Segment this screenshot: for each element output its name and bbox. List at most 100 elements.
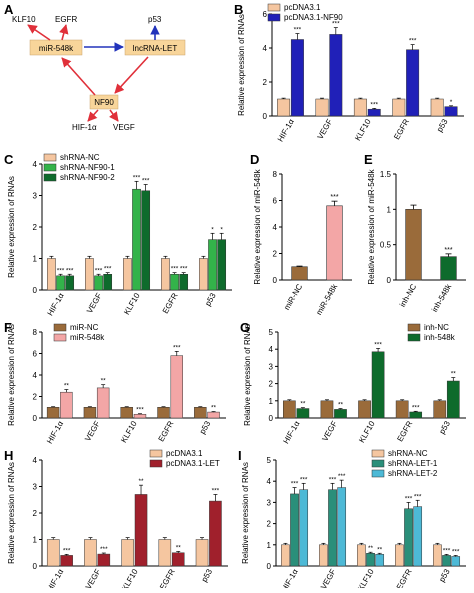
bar <box>56 275 65 291</box>
bar <box>375 554 385 567</box>
legend-swatch <box>43 173 57 182</box>
x-tick-label: KLF10 <box>122 291 142 316</box>
significance-label: *** <box>332 21 340 28</box>
bar <box>46 407 60 419</box>
arrow-lnc-to-nf90 <box>114 56 149 94</box>
bar <box>134 494 148 567</box>
bar <box>179 274 189 291</box>
bar <box>358 400 371 419</box>
bar <box>161 258 170 291</box>
y-axis-label: Relative expression of RNAs <box>241 462 250 564</box>
x-tick-label: HIF-1α <box>280 567 300 588</box>
legend-label: pcDNA3.1-LET <box>166 459 220 468</box>
panel-label: B <box>234 2 243 17</box>
bar <box>392 98 406 117</box>
significance-label: ** <box>176 544 182 551</box>
significance-label: *** <box>57 267 65 274</box>
bar <box>413 506 423 567</box>
bar <box>433 544 442 567</box>
x-tick-label: p53 <box>437 567 452 584</box>
significance-label: *** <box>338 473 346 480</box>
x-tick-label: VEGF <box>316 117 335 140</box>
bar <box>299 489 309 567</box>
y-tick-label: 6 <box>263 10 268 19</box>
mir-548k-node <box>29 39 83 56</box>
x-tick-label: EGFR <box>395 419 414 443</box>
significance-label: ** <box>451 371 457 378</box>
legend-swatch <box>371 449 385 458</box>
bar <box>141 190 151 291</box>
y-tick-label: 3 <box>267 498 272 507</box>
bar <box>46 539 60 567</box>
x-tick-label: inh-548k <box>430 282 454 314</box>
bar <box>170 355 183 419</box>
significance-label: *** <box>329 476 337 483</box>
x-tick-label: EGFR <box>392 117 411 141</box>
bar <box>83 407 97 419</box>
target-vegf-label: VEGF <box>113 123 135 132</box>
bar <box>85 258 94 291</box>
legend-swatch <box>371 469 385 478</box>
y-tick-label: 4 <box>267 477 272 486</box>
bar <box>433 400 447 419</box>
y-tick-label: 0 <box>267 562 272 571</box>
legend-label: shRNA-NF90-2 <box>60 173 115 182</box>
y-tick-label: 0 <box>269 414 274 423</box>
diagram-panel: A KLF10 EGFR p53 miR-548k lncRNA-LET NF9… <box>4 2 186 132</box>
bar <box>444 106 458 117</box>
legend-swatch <box>407 333 421 342</box>
x-tick-label: HIF-1α <box>281 419 301 445</box>
x-tick-label: KLF10 <box>120 567 140 588</box>
bar <box>132 188 141 291</box>
panel-label: H <box>4 448 13 463</box>
bar <box>199 258 208 291</box>
x-tick-label: KLF10 <box>356 567 376 588</box>
y-tick-label: 2 <box>33 393 38 402</box>
x-tick-label: p53 <box>198 419 213 436</box>
y-tick-label: 4 <box>33 371 38 380</box>
y-axis-label: Relative expression of RNAs <box>7 176 16 278</box>
significance-label: *** <box>95 267 103 274</box>
y-tick-label: 0 <box>387 276 392 285</box>
y-tick-label: 3 <box>33 483 38 492</box>
legend-swatch <box>371 459 385 468</box>
bar <box>319 544 328 567</box>
y-tick-label: 3 <box>33 192 38 201</box>
legend-label: shRNA-NC <box>60 153 100 162</box>
bar <box>329 34 343 117</box>
y-tick-label: 2 <box>269 380 274 389</box>
significance-label: *** <box>133 174 141 181</box>
y-axis-label: Relative expression of RNAs <box>7 462 16 564</box>
bar <box>217 239 227 291</box>
x-tick-label: EGFR <box>158 567 177 588</box>
y-tick-label: 3 <box>269 362 274 371</box>
y-tick-label: 8 <box>273 170 278 179</box>
bar <box>195 539 209 567</box>
x-tick-label: EGFR <box>395 567 414 588</box>
y-tick-label: 1 <box>33 255 38 264</box>
target-p53-label: p53 <box>148 15 162 24</box>
legend-label: shRNA-LET-2 <box>388 469 438 478</box>
bar <box>171 552 185 567</box>
x-tick-label: p53 <box>200 567 215 584</box>
bar <box>290 39 304 117</box>
bar <box>96 387 110 419</box>
x-tick-label: KLF10 <box>357 419 377 444</box>
panel-label-a: A <box>4 2 14 17</box>
x-tick-label: VEGF <box>320 419 339 442</box>
significance-label: *** <box>212 487 220 494</box>
arrow-mir-to-klf10 <box>27 24 51 41</box>
bar <box>315 98 329 117</box>
legend-swatch <box>53 333 67 342</box>
bar <box>207 411 220 419</box>
legend-swatch <box>43 163 57 172</box>
bar <box>320 400 334 419</box>
target-klf10-label: KLF10 <box>12 15 36 24</box>
significance-label: *** <box>173 344 181 351</box>
y-tick-label: 6 <box>273 197 278 206</box>
y-tick-label: 0 <box>263 112 268 121</box>
significance-label: *** <box>100 546 108 553</box>
y-tick-label: 0.5 <box>380 241 392 250</box>
